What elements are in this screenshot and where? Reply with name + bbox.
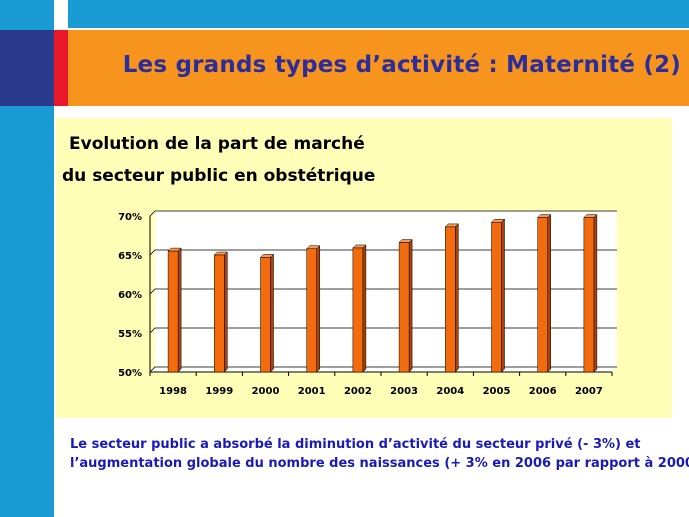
x-tick-label: 2001 (298, 386, 326, 397)
bar (491, 221, 502, 373)
chart-title-line2: du secteur public en obstétrique (62, 166, 376, 186)
x-tick-label: 2007 (575, 386, 603, 397)
y-tick-label: 55% (118, 329, 142, 340)
x-tick-label: 2004 (436, 386, 464, 397)
bar (537, 217, 548, 373)
bar (445, 226, 456, 373)
navy-accent-block (0, 30, 54, 106)
gridline (149, 249, 617, 256)
bar-side (362, 244, 367, 373)
gridline (149, 210, 617, 217)
bar-side (224, 251, 228, 373)
bar (167, 250, 179, 373)
bar-side (455, 223, 459, 373)
footer-line2: l’augmentation globale du nombre des nai… (70, 456, 689, 471)
gridline (149, 327, 617, 334)
x-tick-label: 2005 (483, 386, 511, 397)
top-left-accent (0, 0, 54, 30)
x-tick-label: 2006 (529, 386, 557, 397)
top-accent-bar (68, 0, 689, 28)
x-tick-label: 1999 (205, 386, 233, 397)
chart-title-line1: Evolution de la part de marché (69, 134, 365, 154)
bar-side (316, 245, 320, 373)
slide-title: Les grands types d’activité : Maternité … (122, 52, 681, 78)
bar-side (593, 213, 598, 373)
x-tick-label: 2003 (390, 386, 418, 397)
bar-side (177, 247, 182, 373)
y-tick-label: 60% (118, 290, 142, 301)
y-tick-label: 70% (118, 212, 142, 223)
y-tick-label: 65% (118, 251, 142, 262)
bar-side (501, 218, 505, 373)
bar (398, 242, 410, 373)
y-tick-label: 50% (118, 368, 142, 379)
gridline (149, 366, 617, 373)
gridline (149, 288, 617, 295)
bar (583, 217, 595, 373)
bar (352, 247, 364, 373)
red-accent-block (54, 30, 68, 106)
bar-side (547, 213, 551, 373)
bar (260, 257, 271, 373)
x-tick-label: 1998 (159, 386, 187, 397)
bar (306, 248, 317, 373)
footer-line1: Le secteur public a absorbé la diminutio… (70, 437, 641, 452)
bar-side (408, 238, 413, 373)
x-tick-label: 2000 (252, 386, 280, 397)
top-gap (54, 0, 68, 28)
bar (214, 254, 225, 373)
title-band (68, 30, 689, 106)
x-tick-label: 2002 (344, 386, 372, 397)
bar-side (270, 253, 274, 373)
